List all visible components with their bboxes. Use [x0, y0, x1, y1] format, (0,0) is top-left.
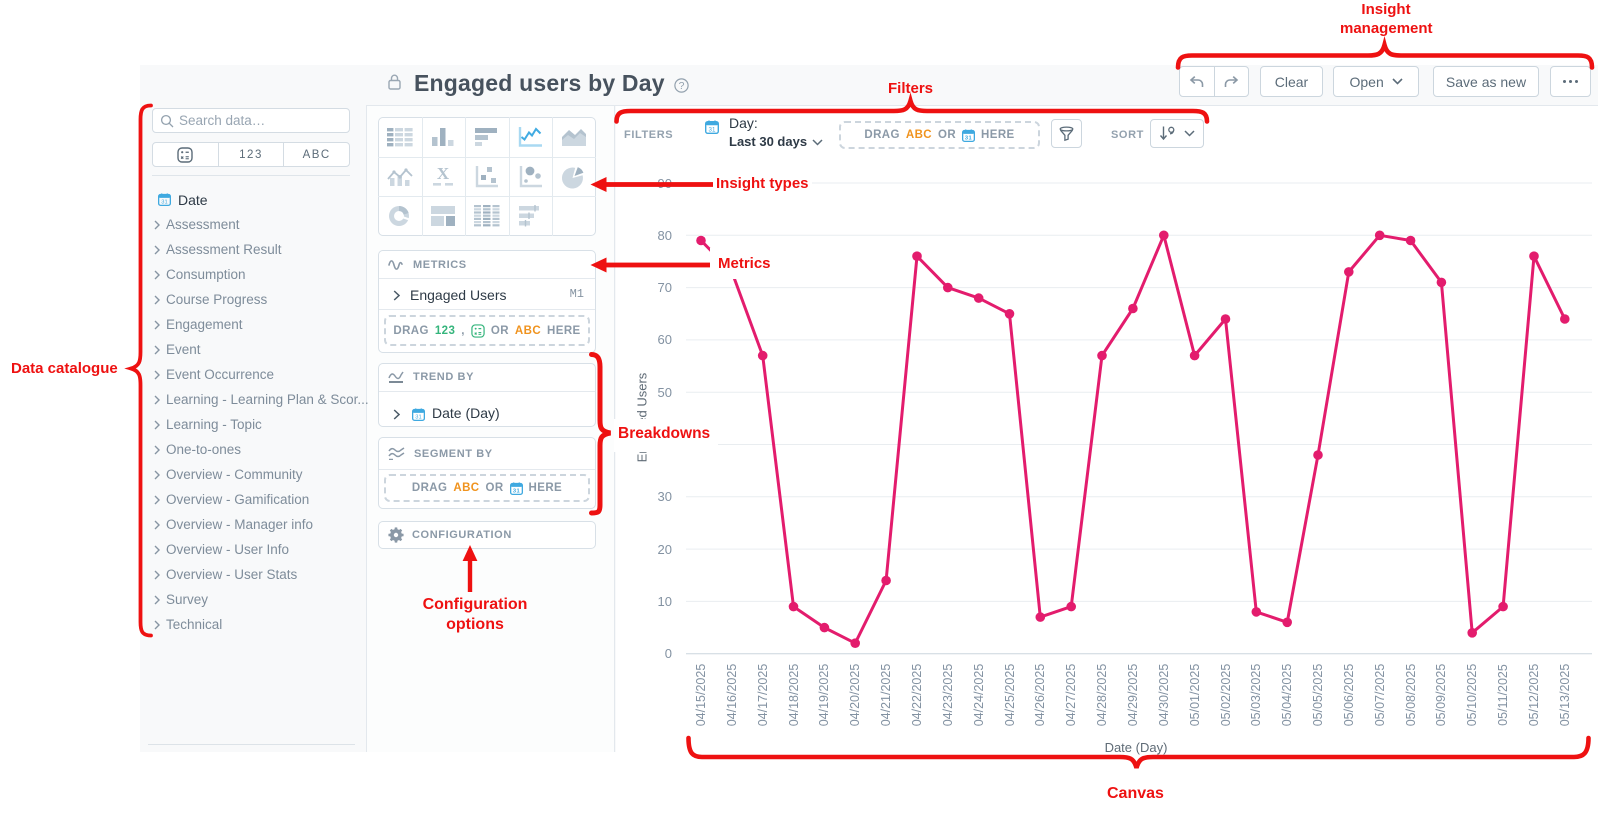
svg-text:X: X	[437, 164, 450, 183]
svg-text:31: 31	[709, 126, 716, 133]
svg-text:31: 31	[965, 135, 973, 141]
svg-text:?: ?	[679, 80, 685, 92]
svg-text:31: 31	[161, 199, 167, 205]
svg-text:31: 31	[415, 414, 421, 420]
svg-text:31: 31	[512, 488, 520, 494]
